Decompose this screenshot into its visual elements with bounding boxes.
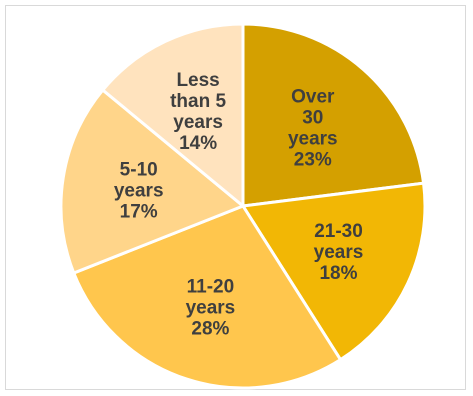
pie-slice-category-line: 30 bbox=[302, 107, 323, 128]
pie-slice-value: 14% bbox=[179, 133, 217, 154]
pie-slice-label-1: 21-30 years 18% bbox=[314, 221, 364, 284]
pie-slice-label-0: Over 30 years 23% bbox=[288, 86, 338, 170]
pie-slice-3 bbox=[59, 87, 246, 275]
pie-slice-2 bbox=[71, 204, 343, 390]
pie-slice-4 bbox=[100, 22, 245, 210]
pie-slice-value: 17% bbox=[120, 202, 158, 223]
pie-slice-category-line: years bbox=[114, 181, 164, 202]
pie-slice-category-line: years bbox=[314, 242, 364, 263]
pie-slice-category-line: Over bbox=[291, 86, 335, 107]
pie-slice-category-line: than 5 bbox=[170, 91, 226, 112]
pie-slice-label-3: 5-10 years 17% bbox=[114, 160, 164, 223]
pie-slice-value: 23% bbox=[294, 149, 332, 170]
pie-slice-category-line: 11-20 bbox=[187, 276, 235, 297]
pie-slice-category-line: 21-30 bbox=[314, 221, 363, 242]
pie-slice-value: 28% bbox=[191, 318, 229, 339]
pie-slice-label-4: Less than 5 years 14% bbox=[170, 70, 226, 154]
pie-slices bbox=[59, 22, 427, 390]
pie-slice-category-line: 5-10 bbox=[120, 160, 158, 181]
pie-slice-category-line: Less bbox=[176, 70, 219, 91]
pie-slice-value: 18% bbox=[319, 263, 357, 284]
pie-slice-1 bbox=[240, 181, 427, 362]
pie-slice-0 bbox=[241, 22, 426, 208]
pie-labels: Over 30 years 23%21-30 years 18%11-20 years 28%… bbox=[114, 70, 363, 339]
pie-slice-category-line: years bbox=[173, 112, 223, 133]
pie-slice-category-line: years bbox=[186, 297, 236, 318]
pie-slice-category-line: years bbox=[288, 128, 338, 149]
pie-slice-label-2: 11-20 years 28% bbox=[186, 276, 236, 339]
